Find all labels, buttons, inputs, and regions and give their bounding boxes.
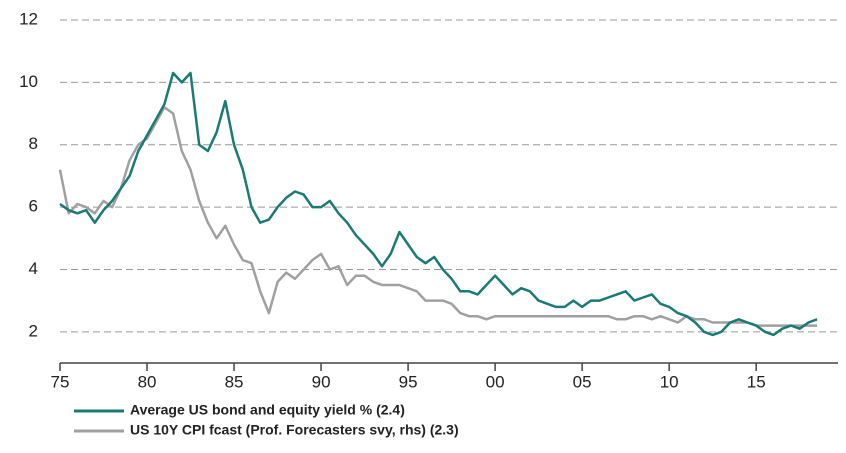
x-tick-label: 85 (225, 372, 244, 391)
x-tick-label: 95 (399, 372, 418, 391)
series-line (59, 71, 818, 337)
x-tick-label: 90 (312, 372, 331, 391)
x-tick-label: 05 (573, 372, 592, 391)
series-line (58, 106, 818, 327)
y-tick-label: 4 (29, 259, 38, 278)
x-tick-label: 15 (747, 372, 766, 391)
y-tick-label: 12 (19, 9, 38, 28)
y-tick-label: 6 (29, 197, 38, 216)
legend-label: US 10Y CPI fcast (Prof. Forecasters svy,… (130, 422, 459, 438)
legend-label: Average US bond and equity yield % (2.4) (130, 402, 405, 418)
y-tick-label: 2 (29, 321, 38, 340)
legend: Average US bond and equity yield % (2.4)… (74, 402, 459, 438)
x-tick-label: 80 (138, 372, 157, 391)
x-tick-label: 00 (486, 372, 505, 391)
x-tick-label: 75 (51, 372, 70, 391)
y-tick-label: 8 (29, 134, 38, 153)
y-tick-label: 10 (19, 72, 38, 91)
x-tick-label: 10 (660, 372, 679, 391)
